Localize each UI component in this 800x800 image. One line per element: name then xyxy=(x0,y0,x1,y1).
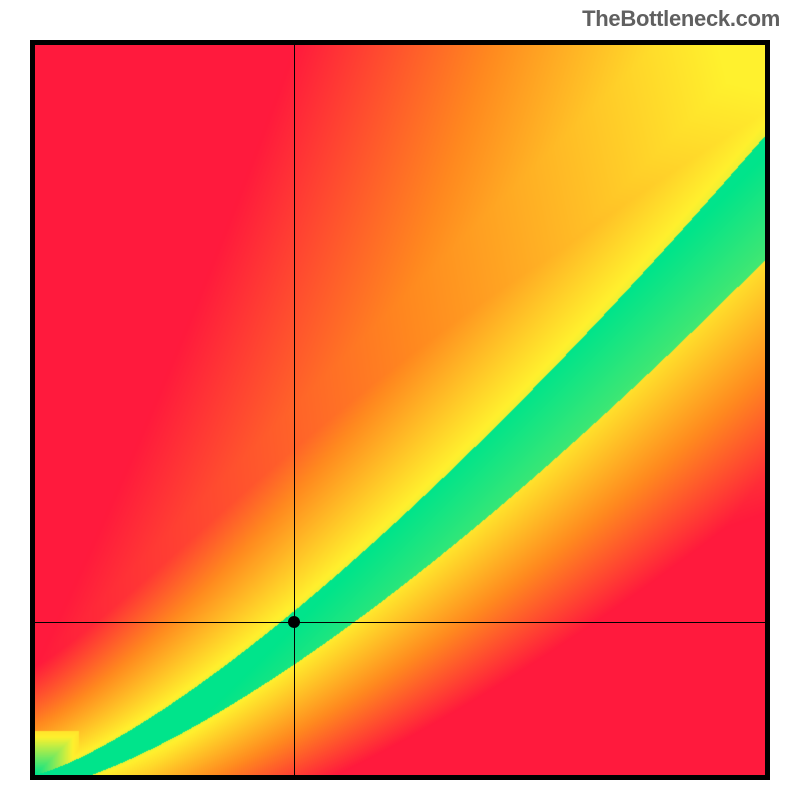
plot-frame xyxy=(30,40,770,780)
figure-container: TheBottleneck.com xyxy=(0,0,800,800)
crosshair-horizontal xyxy=(35,622,765,623)
attribution-text: TheBottleneck.com xyxy=(582,6,780,32)
crosshair-vertical xyxy=(294,45,295,775)
bottleneck-heatmap xyxy=(35,45,765,775)
selected-point-marker xyxy=(288,616,300,628)
